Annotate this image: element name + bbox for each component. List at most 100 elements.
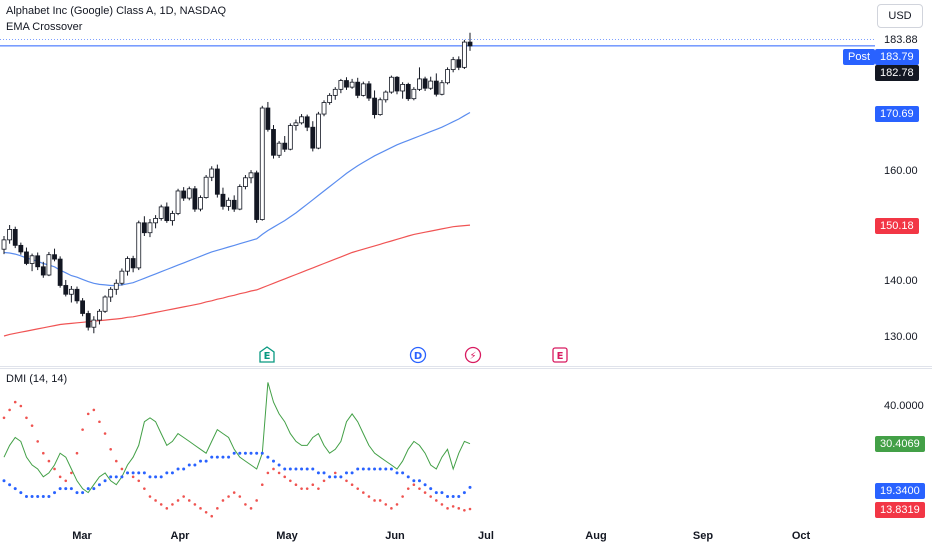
di-minus-dot [103,432,107,435]
indicator-lines [0,39,875,337]
adx-dot [159,475,163,479]
di-minus-dot [204,510,208,514]
di-minus-dot [216,507,219,510]
adx-dot [322,471,326,475]
adx-dot [316,471,320,475]
earnings-upcoming-event-icon[interactable]: E [552,347,568,363]
di-minus-dot [137,479,141,483]
candle-body-up [321,102,327,115]
adx-dot [58,487,62,491]
di-minus-dot [227,495,230,498]
di-minus-dot [42,451,45,455]
candle [461,39,467,70]
candle-body-up [153,218,158,224]
candle-body-down [85,313,91,328]
candle-body-up [439,82,445,95]
candle-body-up [186,188,192,199]
candle [12,226,18,249]
adx-dot [165,471,169,475]
di-minus-dot [47,459,51,463]
candle [226,197,231,211]
candle-body-up [46,254,52,276]
adx-dot [457,495,461,499]
adx-dot [204,459,208,463]
ema-slow-line [3,224,471,337]
candle-body-up [113,282,119,290]
adx-dot [373,467,377,471]
di-minus-dot [305,487,309,490]
adx-dot [64,487,68,491]
di-minus-dot [92,408,96,412]
candle [254,170,260,223]
di-minus-dot [300,487,303,490]
di-minus-dot [64,479,68,483]
split-event-icon[interactable]: ⚡ [464,346,482,364]
post-price-tag: 183.79 [875,49,919,65]
earnings-upcoming-shape [552,347,568,363]
candle [243,175,248,190]
adx-dot [311,467,315,471]
adx-dot [53,491,57,495]
candle-body-up [400,83,406,92]
candle-body-up [108,288,114,298]
candle-body-up [299,116,304,124]
candle [18,242,24,255]
candle [24,247,29,266]
adx-dot [154,475,158,479]
dividend-event-icon[interactable]: D [409,346,427,364]
event-icons[interactable]: E D ⚡ E [259,346,568,364]
candle-body-up [276,142,282,156]
event-glyph: ⚡ [469,351,476,362]
di-minus-dot [401,495,404,498]
price-tick-160: 160.00 [884,165,918,177]
x-label-apr: Apr [170,530,190,542]
di-plus-line [3,382,471,494]
adx-tag: 19.3400 [875,483,925,499]
adx-dot [294,467,298,471]
di-minus-dot [322,479,326,483]
di-minus-dot [367,495,371,498]
adx-dot [120,475,124,479]
candle [411,87,417,101]
candle [299,114,304,125]
currency-button[interactable]: USD [877,4,923,28]
adx-dot [193,463,197,467]
candle-body-up [259,107,265,220]
candle-body-up [170,213,175,222]
candle-body-up [226,199,231,207]
adx-dot [283,467,287,471]
di-minus-dot [8,408,11,412]
di-minus-dot [468,507,472,511]
adx-dot [221,455,225,459]
candle [237,184,243,211]
candle-body-up [316,113,321,149]
candle [108,287,114,302]
earnings-event-icon[interactable]: E [259,346,275,363]
di-minus-dot [143,487,146,490]
adx-dot [300,467,304,471]
di-minus-dot [171,503,174,506]
candle-body-down [63,285,69,295]
adx-dot [210,455,214,459]
di-minus-dot [58,475,62,479]
candle-body-up [209,168,215,178]
dmi-label: DMI (14, 14) [6,373,68,385]
adx-dot [462,491,466,495]
di-minus-dot [86,412,90,416]
adx-dot [305,467,309,471]
price-tick-high: 183.88 [884,34,918,46]
di-minus-dot [131,475,135,479]
di-minus-dot [36,440,39,443]
candle [220,187,226,210]
candle [417,67,422,91]
x-label-may: May [276,530,298,542]
candle [259,105,265,221]
candle-body-down [422,78,428,89]
candle-body-up [1,239,7,250]
candle [276,140,282,159]
candle [1,236,7,255]
di-minus-dot [289,479,292,483]
di-minus-dot [418,487,421,490]
adx-dot [395,471,399,475]
